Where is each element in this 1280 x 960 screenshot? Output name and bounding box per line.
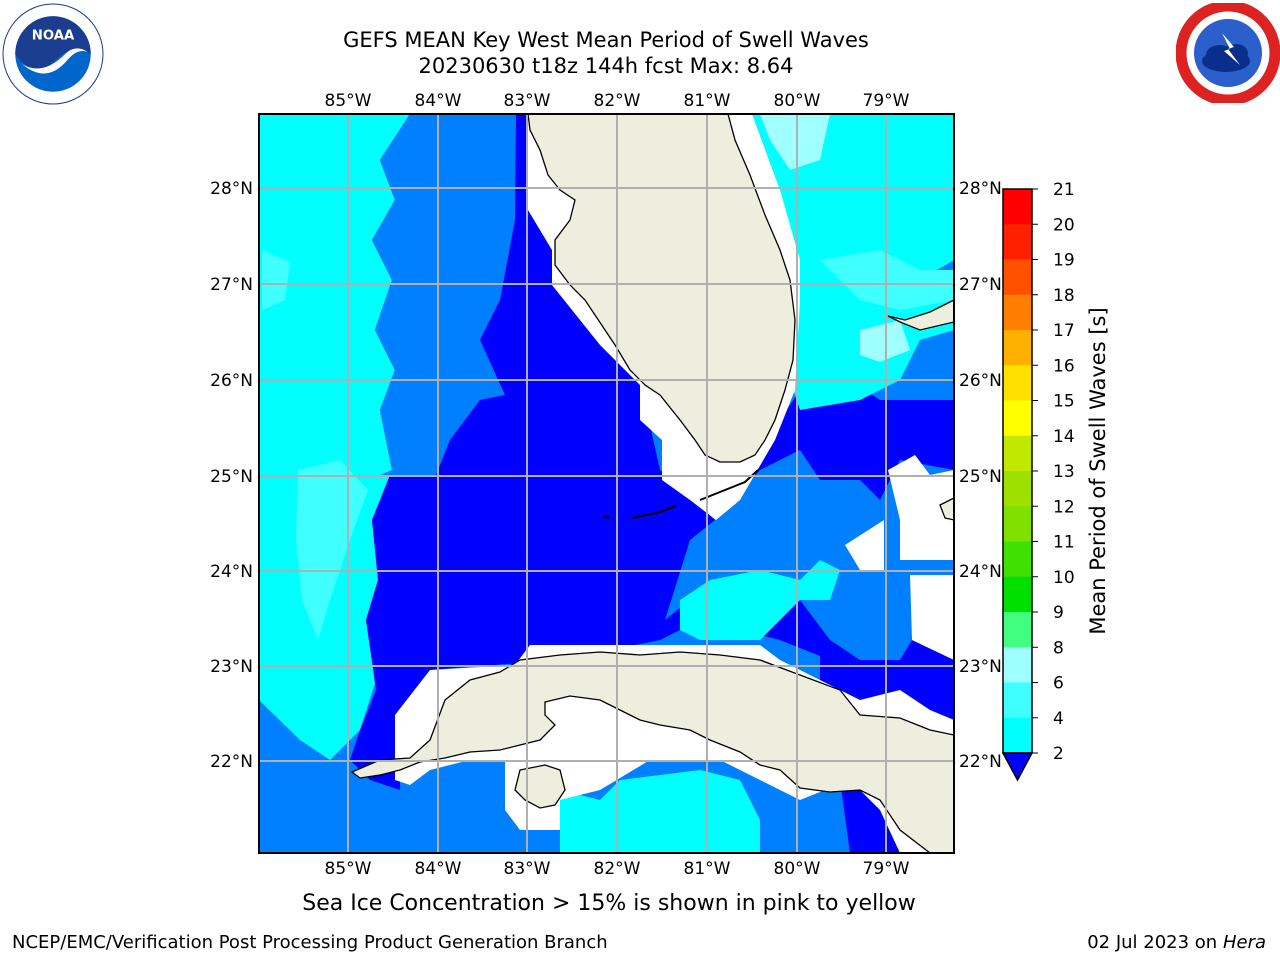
lat-label-right: 26°N xyxy=(959,371,1002,391)
lon-label-top: 84°W xyxy=(415,91,462,111)
colorbar-tick-label: 8 xyxy=(1053,638,1064,658)
colorbar-tick-label: 2 xyxy=(1053,744,1064,764)
land-cuba xyxy=(350,651,954,853)
colorbar-tick-label: 15 xyxy=(1053,392,1075,412)
land-florida xyxy=(527,114,796,463)
colorbar-segment xyxy=(1003,400,1032,437)
lon-label-top: 80°W xyxy=(774,91,821,111)
colorbar-segment xyxy=(1003,435,1032,472)
footer-date: 02 Jul 2023 on Hera xyxy=(1087,932,1266,953)
colorbar-tick-label: 13 xyxy=(1053,462,1075,482)
colorbar-tick-label: 4 xyxy=(1053,709,1064,729)
lon-label-bottom: 83°W xyxy=(504,859,551,879)
colorbar-tick-label: 12 xyxy=(1053,497,1075,517)
colorbar-tick-label: 16 xyxy=(1053,356,1075,376)
colorbar-tick-label: 17 xyxy=(1053,321,1075,341)
lat-label-right: 24°N xyxy=(959,562,1002,582)
land-andros xyxy=(939,497,954,521)
lat-label-right: 28°N xyxy=(959,179,1002,199)
band-6-8-west xyxy=(259,114,410,760)
colorbar-label: Mean Period of Swell Waves [s] xyxy=(1086,307,1110,634)
band-6-8-straits xyxy=(680,560,840,640)
lat-label-left: 27°N xyxy=(210,275,253,295)
lon-label-bottom: 80°W xyxy=(774,859,821,879)
band-4-6-straits xyxy=(665,450,912,660)
colorbar-tick-label: 14 xyxy=(1053,427,1075,447)
band-4-6-gulf xyxy=(372,114,516,475)
band-8-9-west xyxy=(262,250,368,640)
colorbar-tick-label: 21 xyxy=(1053,180,1075,200)
colorbar-ticks: 21 20 19 18 17 16 15 14 13 12 11 10 9 8 6 4 2 xyxy=(1032,180,1075,764)
footer-machine: Hera xyxy=(1222,932,1266,953)
colorbar-segment xyxy=(1003,189,1032,225)
sea-ice-note: Sea Ice Concentration > 15% is shown in … xyxy=(302,891,916,916)
lat-label-right: 25°N xyxy=(959,467,1002,487)
colorbar-segment xyxy=(1003,717,1032,754)
lon-label-bottom: 79°W xyxy=(863,859,910,879)
lon-label-top: 83°W xyxy=(504,91,551,111)
colorbar-segment xyxy=(1003,576,1032,613)
footer-date-text: 02 Jul 2023 on xyxy=(1087,932,1223,953)
nodata-bahamas xyxy=(845,455,954,660)
colorbar-tick-label: 9 xyxy=(1053,603,1064,623)
lon-label-bottom: 82°W xyxy=(594,859,641,879)
lat-label-left: 28°N xyxy=(210,179,253,199)
lon-label-top: 81°W xyxy=(684,91,731,111)
colorbar-segment xyxy=(1003,682,1032,719)
colorbar-segment xyxy=(1003,294,1032,331)
noaa-logo-text: NOAA xyxy=(32,29,75,44)
lat-label-left: 23°N xyxy=(210,657,253,677)
colorbar-tick-label: 11 xyxy=(1053,533,1075,553)
band-6-8-south xyxy=(560,770,760,853)
colorbar-segment xyxy=(1003,365,1032,401)
colorbar-segment xyxy=(1003,506,1032,542)
colorbar-tick-label: 19 xyxy=(1053,251,1075,271)
chart-title-line1: GEFS MEAN Key West Mean Period of Swell … xyxy=(343,28,869,52)
lon-label-top: 79°W xyxy=(863,91,910,111)
band-9-10-atlantic xyxy=(760,114,910,362)
footer-credit: NCEP/EMC/Verification Post Processing Pr… xyxy=(12,932,608,953)
swell-period-field xyxy=(259,114,954,853)
noaa-logo: NOAA xyxy=(2,3,104,105)
colorbar-segment xyxy=(1003,471,1032,507)
colorbar-segment xyxy=(1003,224,1032,260)
colorbar-tick-label: 6 xyxy=(1053,674,1064,694)
colorbar-segment xyxy=(1003,259,1032,296)
colorbar-segment xyxy=(1003,330,1032,366)
lat-label-left: 24°N xyxy=(210,562,253,582)
lat-label-right: 22°N xyxy=(959,752,1002,772)
colorbar-tick-label: 10 xyxy=(1053,568,1075,588)
colorbar-tick-label: 18 xyxy=(1053,286,1075,306)
lat-label-left: 22°N xyxy=(210,752,253,772)
lat-label-left: 25°N xyxy=(210,467,253,487)
colorbar-segment xyxy=(1003,612,1032,648)
colorbar-tick-label: 20 xyxy=(1053,215,1075,235)
lon-label-bottom: 81°W xyxy=(684,859,731,879)
map-frame xyxy=(258,113,955,854)
lat-label-right: 27°N xyxy=(959,275,1002,295)
colorbar-segment xyxy=(1003,541,1032,578)
colorbar-extend-arrow xyxy=(1001,752,1034,782)
land-grand-bahama xyxy=(887,299,954,331)
lat-label-right: 23°N xyxy=(959,657,1002,677)
lon-label-bottom: 84°W xyxy=(415,859,462,879)
lon-label-top: 82°W xyxy=(594,91,641,111)
lat-label-left: 26°N xyxy=(210,371,253,391)
lon-label-bottom: 85°W xyxy=(325,859,372,879)
nws-logo xyxy=(1176,3,1280,103)
colorbar xyxy=(1001,188,1034,782)
colorbar-segment xyxy=(1003,647,1032,683)
chart-title-line2: 20230630 t18z 144h fcst Max: 8.64 xyxy=(418,54,794,78)
map-gridlines xyxy=(259,114,954,853)
lon-label-top: 85°W xyxy=(325,91,372,111)
